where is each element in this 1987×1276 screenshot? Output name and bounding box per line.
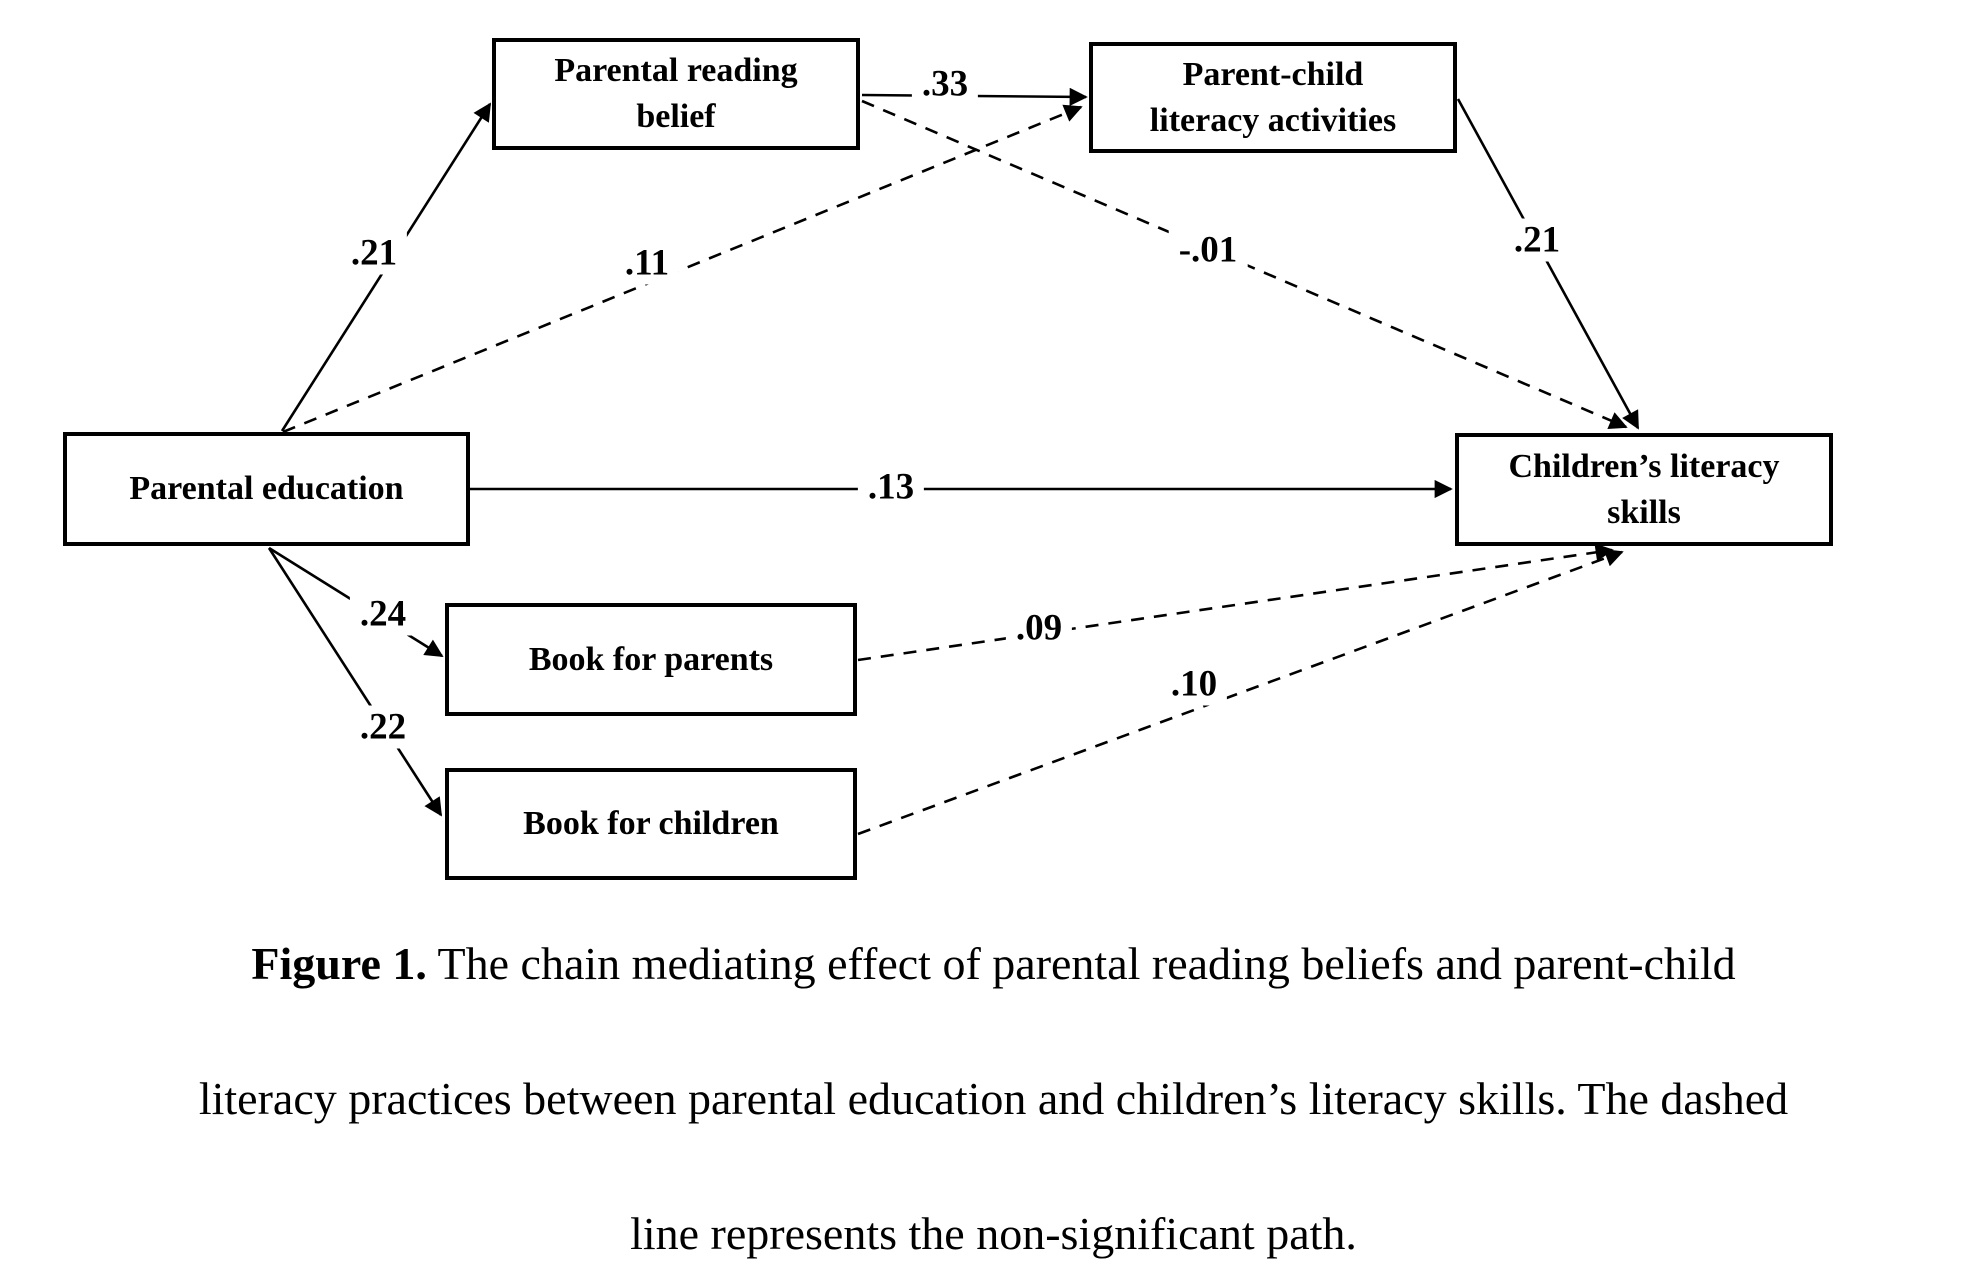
coefficient-label-prb-pcla: .33: [911, 62, 979, 106]
caption-figure-number: Figure 1.: [251, 938, 427, 989]
path-line-pe-to-pcla: [282, 104, 1083, 434]
node-book-for-parents: Book for parents: [445, 603, 857, 716]
node-book-for-children: Book for children: [445, 768, 857, 880]
node-parental-reading-belief: Parental reading belief: [492, 38, 860, 150]
coefficient-label-bfc-cls: .10: [1160, 662, 1228, 706]
coefficient-label-pe-cls: .13: [857, 465, 925, 509]
path-line-pe-to-bfc: [267, 547, 443, 817]
coefficient-label-pe-pcla: .11: [614, 241, 680, 285]
figure-caption: Figure 1. The chain mediating effect of …: [0, 896, 1987, 1276]
caption-line-1: Figure 1. The chain mediating effect of …: [251, 938, 1736, 989]
node-childrens-literacy-skills: Children’s literacy skills: [1455, 433, 1833, 546]
caption-line-2: literacy practices between parental educ…: [198, 1073, 1789, 1124]
node-parent-child-literacy-activities: Parent-child literacy activities: [1089, 42, 1457, 153]
path-line-bfc-to-cls: [857, 549, 1624, 836]
node-parental-education: Parental education: [63, 432, 470, 546]
path-line-bfp-to-cls: [857, 543, 1614, 662]
caption-line-3: line represents the non-significant path…: [630, 1208, 1357, 1259]
coefficient-label-pcla-cls: .21: [1503, 218, 1571, 262]
coefficient-label-bfp-cls: .09: [1005, 606, 1073, 650]
path-diagram: Parental reading belief Parent-child lit…: [63, 38, 1833, 880]
coefficient-label-pe-prb: .21: [340, 231, 408, 275]
path-line-pcla-to-cls: [1456, 98, 1640, 430]
coefficient-label-prb-cls: -.01: [1168, 228, 1248, 272]
coefficient-label-pe-bfc: .22: [349, 705, 417, 749]
coefficient-label-pe-bfp: .24: [349, 592, 417, 636]
